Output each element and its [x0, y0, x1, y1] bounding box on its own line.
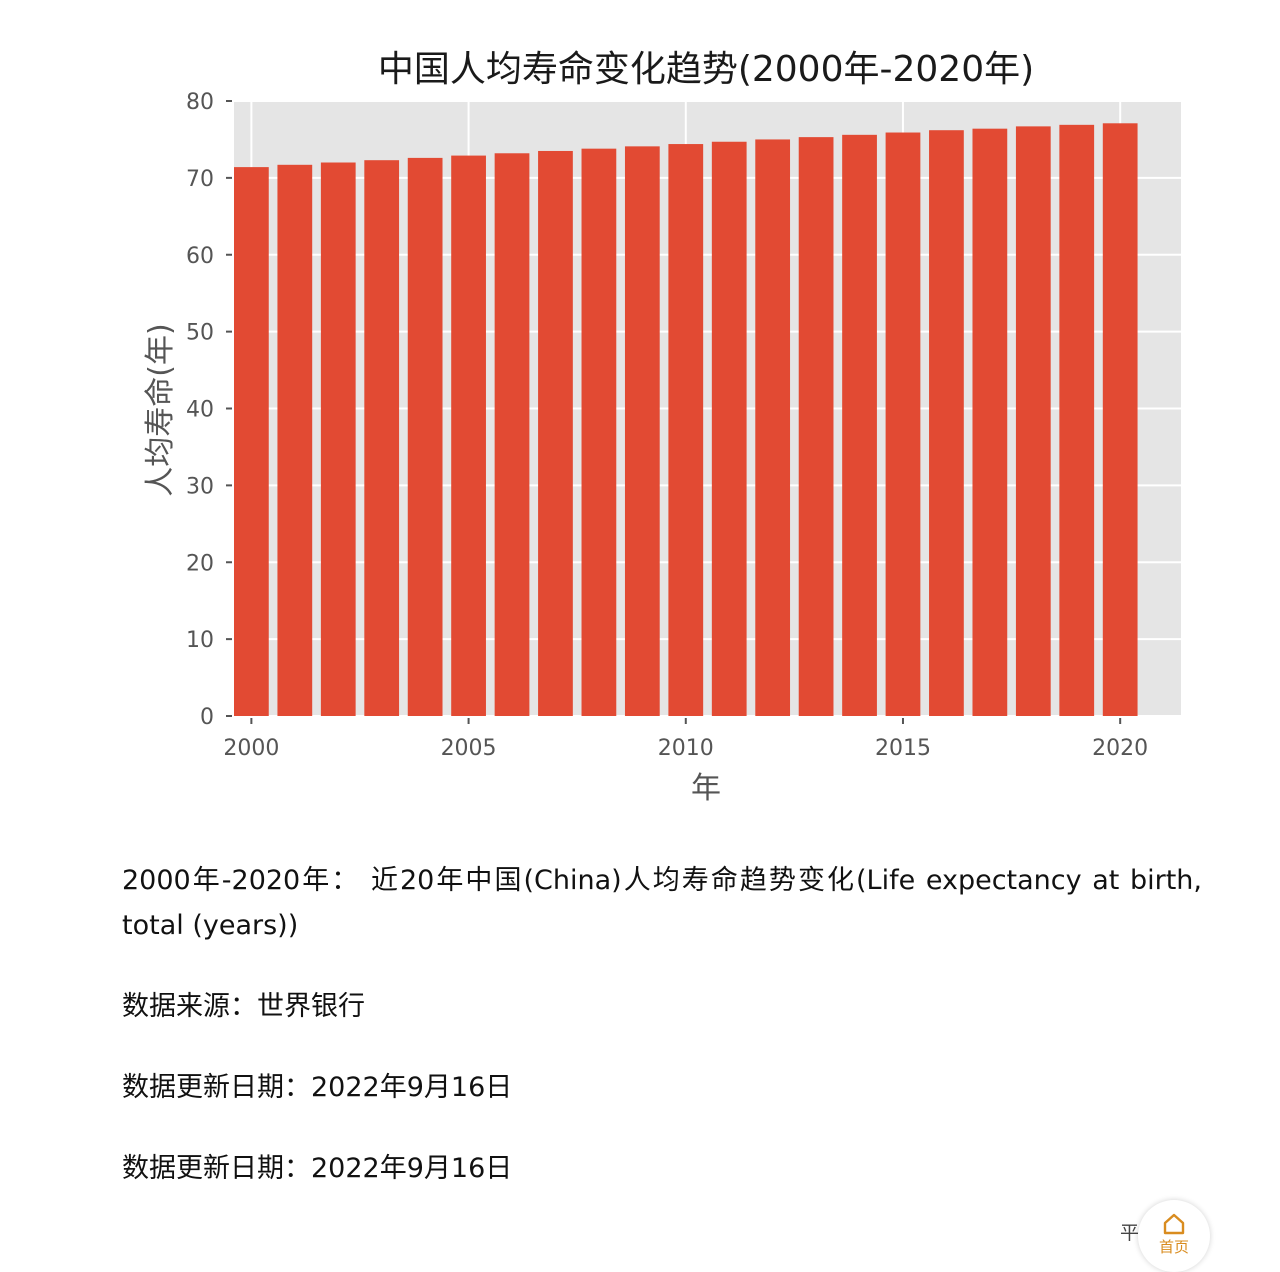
x-tick-label: 2015 [875, 736, 931, 761]
update-date: 数据更新日期：2022年9月16日 [122, 1072, 513, 1103]
bar [624, 146, 660, 716]
bar [755, 139, 791, 716]
y-tick-label: 60 [186, 244, 214, 269]
bar [494, 153, 530, 716]
bar [581, 148, 617, 717]
bar [364, 160, 400, 717]
bar [277, 164, 313, 716]
x-axis-label: 年 [691, 771, 721, 806]
update-date-repeat: 数据更新日期：2022年9月16日 [122, 1153, 513, 1184]
bar [711, 141, 747, 716]
bar [538, 150, 573, 716]
bar [842, 134, 877, 716]
article-body: 2000年-2020年： 近20年中国(China)人均寿命趋势变化(Life … [122, 858, 1202, 1227]
bar [1015, 126, 1051, 716]
y-tick-label: 30 [186, 474, 214, 499]
bar [972, 128, 1008, 717]
bar [885, 132, 921, 717]
bottom-hint-text: 平 [1120, 1222, 1140, 1244]
home-label: 首页 [1158, 1238, 1189, 1256]
y-tick-label: 80 [186, 90, 214, 115]
home-button[interactable]: 首页 [1138, 1200, 1210, 1272]
chart-description: 2000年-2020年： 近20年中国(China)人均寿命趋势变化(Life … [122, 865, 1202, 941]
bar [1059, 124, 1095, 717]
x-tick-label: 2000 [223, 736, 279, 761]
x-tick-label: 2005 [441, 736, 497, 761]
y-tick-label: 20 [186, 551, 214, 576]
bars [234, 123, 1138, 717]
y-tick-label: 10 [186, 628, 214, 653]
bar [407, 157, 443, 716]
data-source: 数据来源：世界银行 [122, 991, 365, 1022]
home-icon [1163, 1213, 1185, 1235]
bar [798, 137, 834, 717]
bar [234, 167, 269, 717]
y-tick-label: 0 [200, 705, 214, 730]
bar [929, 130, 964, 716]
bar [1102, 123, 1138, 716]
bar [320, 162, 356, 716]
bar [451, 155, 486, 717]
y-tick-label: 50 [186, 321, 214, 346]
chart-title: 中国人均寿命变化趋势(2000年-2020年) [378, 49, 1034, 90]
bar [668, 144, 704, 717]
x-tick-label: 2010 [658, 736, 714, 761]
axes: 0 10 20 30 40 50 60 70 80 2000 2005 2010 2015 2020 [186, 90, 1148, 761]
y-tick-label: 70 [186, 167, 214, 192]
x-tick-label: 2020 [1092, 736, 1148, 761]
y-axis-label: 人均寿命(年) [143, 323, 178, 496]
y-tick-label: 40 [186, 398, 214, 423]
chart: 中国人均寿命变化趋势(2000年-2020年) 0 10 20 30 40 50 60 70 8… [143, 49, 1181, 806]
